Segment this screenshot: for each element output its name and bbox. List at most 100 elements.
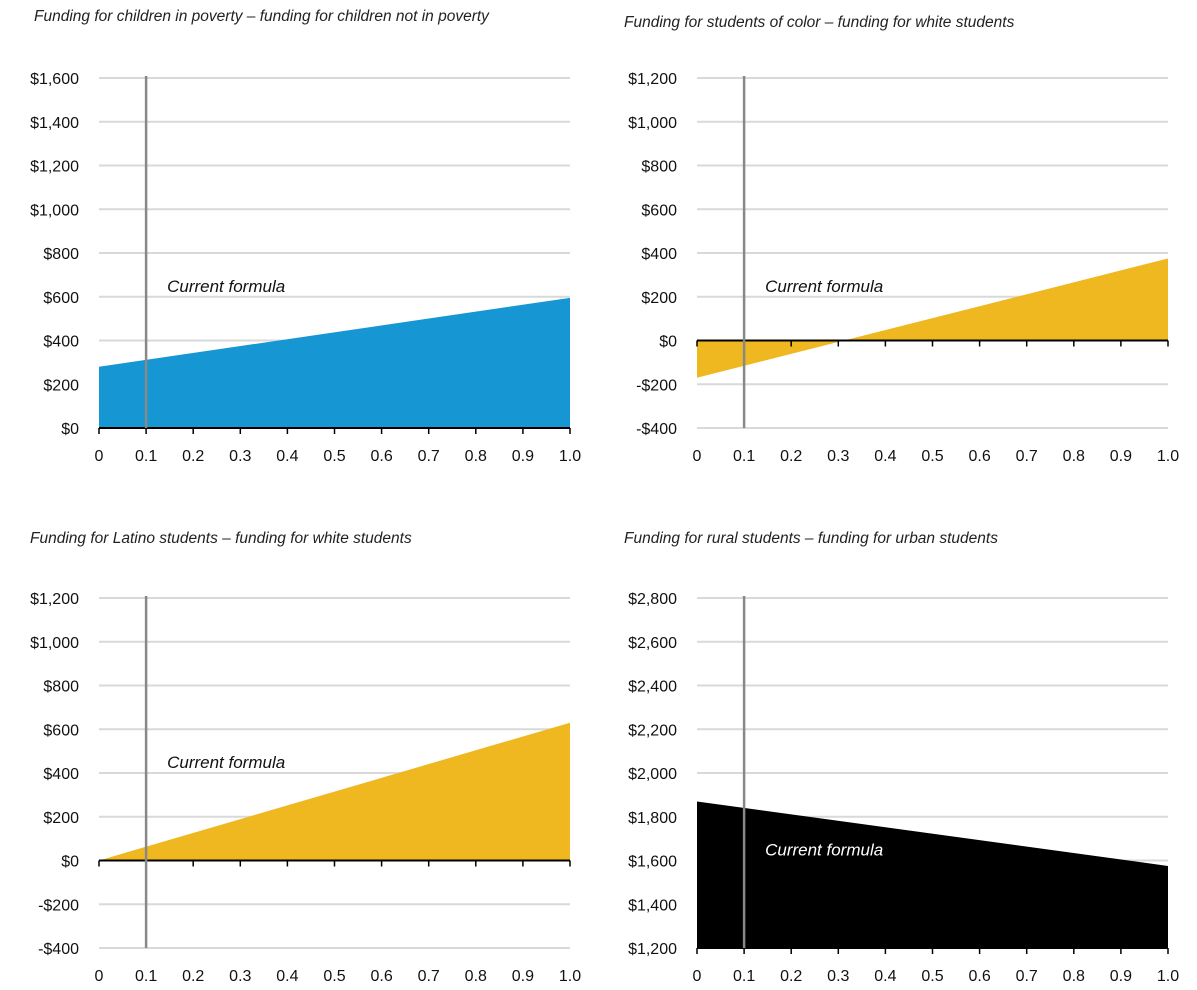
x-tick-label: 1.0 [559, 448, 581, 465]
y-tick-label: $2,200 [628, 722, 677, 739]
y-tick-label: $0 [61, 421, 79, 438]
x-tick-label: 0.7 [1016, 448, 1038, 465]
x-tick-label: 0.1 [733, 448, 755, 465]
x-tick-label: 0 [95, 448, 104, 465]
x-tick-label: 0.8 [465, 968, 487, 985]
x-tick-label: 0.8 [465, 448, 487, 465]
y-tick-label: $1,200 [628, 71, 677, 88]
x-tick-label: 0 [693, 968, 702, 985]
y-tick-label: -$200 [38, 897, 79, 914]
x-tick-label: 0.6 [968, 448, 990, 465]
x-tick-label: 0.8 [1063, 448, 1085, 465]
y-tick-label: $0 [659, 334, 677, 351]
x-tick-label: 0.2 [182, 448, 204, 465]
x-tick-label: 0.3 [827, 448, 849, 465]
x-tick-label: 0.9 [1110, 968, 1132, 985]
y-tick-label: -$400 [636, 421, 677, 438]
y-tick-label: $600 [43, 290, 79, 307]
y-tick-label: $1,600 [628, 854, 677, 871]
y-tick-label: $1,800 [628, 810, 677, 827]
y-tick-label: $400 [43, 334, 79, 351]
x-tick-label: 1.0 [1157, 448, 1179, 465]
x-tick-label: 0.3 [827, 968, 849, 985]
y-tick-label: $1,000 [30, 202, 79, 219]
y-tick-label: $400 [641, 246, 677, 263]
chart-svg-rural: $1,200 $1,400 $1,600 $1,800 $2,000 $2,200 $2,4… [628, 591, 1179, 985]
x-tick-label: 0.5 [921, 448, 943, 465]
x-tick-label: 0 [693, 448, 702, 465]
x-tick-label: 0.7 [418, 448, 440, 465]
current-formula-label: Current formula [765, 841, 883, 860]
x-tick-label: 0.3 [229, 968, 251, 985]
x-tick-label: 0.4 [276, 448, 298, 465]
x-tick-label: 0 [95, 968, 104, 985]
chart-panel-students-of-color: -$400 -$200 $0 $200 $400 $600 $800 $1,000 $1,200… [598, 0, 1196, 495]
current-formula-label: Current formula [167, 753, 285, 772]
chart-title: Funding for children in poverty – fundin… [34, 8, 489, 25]
y-tick-label: $1,000 [30, 635, 79, 652]
y-tick-label: $1,000 [628, 115, 677, 132]
y-tick-label: $2,400 [628, 679, 677, 696]
chart-panel-rural: $1,200 $1,400 $1,600 $1,800 $2,000 $2,200 $2,4… [598, 495, 1196, 990]
area-series [99, 722, 570, 861]
x-tick-label: 0.9 [512, 968, 534, 985]
x-tick-label: 0.6 [968, 968, 990, 985]
x-tick-label: 1.0 [1157, 968, 1179, 985]
x-tick-label: 0.1 [135, 968, 157, 985]
x-tick-label: 0.9 [1110, 448, 1132, 465]
x-tick-label: 0.1 [135, 448, 157, 465]
x-tick-label: 0.7 [418, 968, 440, 985]
x-tick-label: 0.2 [182, 968, 204, 985]
y-tick-label: $1,600 [30, 71, 79, 88]
x-tick-label: 0.4 [276, 968, 298, 985]
y-tick-label: $2,600 [628, 635, 677, 652]
x-tick-label: 0.2 [780, 968, 802, 985]
x-tick-label: 0.7 [1016, 968, 1038, 985]
current-formula-label: Current formula [765, 277, 883, 296]
y-tick-label: $2,000 [628, 766, 677, 783]
x-tick-label: 0.3 [229, 448, 251, 465]
y-tick-label: $200 [641, 290, 677, 307]
y-tick-label: $400 [43, 766, 79, 783]
y-tick-label: $800 [43, 679, 79, 696]
y-tick-label: $2,800 [628, 591, 677, 608]
y-tick-label: $1,400 [628, 897, 677, 914]
x-tick-label: 0.5 [323, 448, 345, 465]
chart-svg-students-of-color: -$400 -$200 $0 $200 $400 $600 $800 $1,000 $1,200… [628, 71, 1179, 465]
x-tick-label: 0.6 [370, 968, 392, 985]
y-tick-label: -$400 [38, 941, 79, 958]
chart-title: Funding for students of color – funding … [624, 14, 1015, 31]
y-tick-label: $0 [61, 854, 79, 871]
x-tick-label: 0.4 [874, 968, 896, 985]
y-tick-label: $1,400 [30, 115, 79, 132]
y-tick-label: $200 [43, 810, 79, 827]
chart-panel-latino: -$400 -$200 $0 $200 $400 $600 $800 $1,000 $1,200… [0, 495, 598, 990]
y-tick-label: $1,200 [30, 159, 79, 176]
y-tick-label: $600 [641, 202, 677, 219]
x-tick-label: 0.5 [921, 968, 943, 985]
current-formula-label: Current formula [167, 277, 285, 296]
area-series [697, 801, 1168, 948]
y-tick-label: $200 [43, 377, 79, 394]
y-tick-label: -$200 [636, 377, 677, 394]
x-tick-label: 1.0 [559, 968, 581, 985]
x-tick-label: 0.1 [733, 968, 755, 985]
chart-svg-latino: -$400 -$200 $0 $200 $400 $600 $800 $1,000 $1,200… [30, 591, 581, 985]
y-tick-label: $600 [43, 722, 79, 739]
y-tick-label: $1,200 [30, 591, 79, 608]
area-series [99, 297, 570, 428]
y-tick-label: $800 [43, 246, 79, 263]
chart-title: Funding for Latino students – funding fo… [30, 530, 412, 547]
y-tick-label: $800 [641, 159, 677, 176]
x-tick-label: 0.4 [874, 448, 896, 465]
x-tick-label: 0.6 [370, 448, 392, 465]
x-tick-label: 0.9 [512, 448, 534, 465]
chart-title: Funding for rural students – funding for… [624, 530, 998, 547]
chart-svg-poverty: $0 $200 $400 $600 $800 $1,000 $1,200 $1,400 $1,6… [30, 71, 581, 465]
x-tick-label: 0.5 [323, 968, 345, 985]
x-tick-label: 0.8 [1063, 968, 1085, 985]
area-series [697, 258, 1168, 378]
y-tick-label: $1,200 [628, 941, 677, 958]
x-tick-label: 0.2 [780, 448, 802, 465]
chart-panel-poverty: $0 $200 $400 $600 $800 $1,000 $1,200 $1,400 $1,6… [0, 0, 598, 495]
